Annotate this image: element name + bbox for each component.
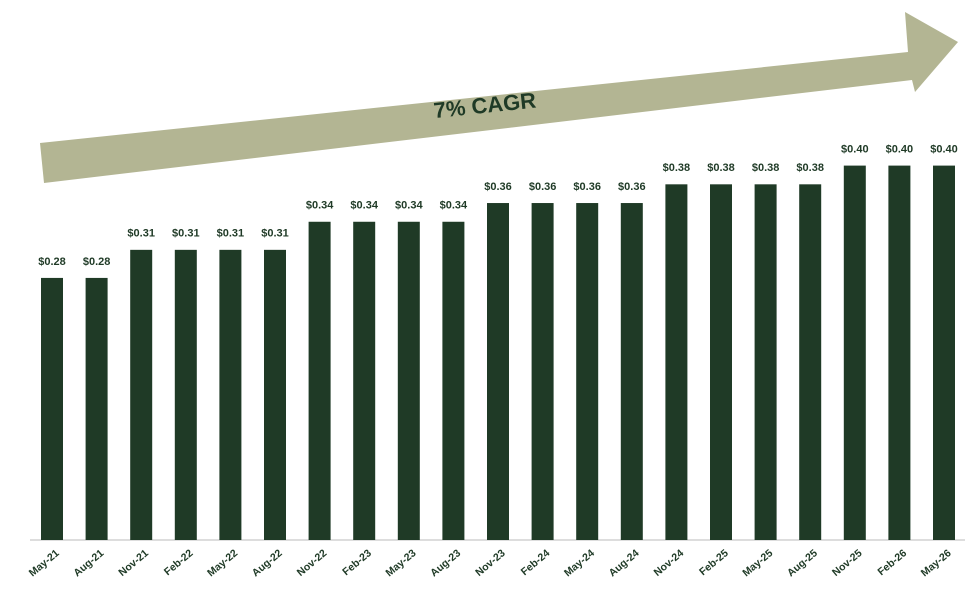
value-label: $0.28 [83, 256, 111, 268]
value-label: $0.34 [350, 200, 378, 212]
bar [353, 221, 376, 540]
cagr-arrow [40, 12, 958, 183]
bar [933, 165, 955, 540]
x-tick-label: Feb-22 [162, 547, 196, 578]
x-tick-label: Aug-22 [250, 547, 285, 579]
x-tick-label: Nov-22 [295, 547, 330, 579]
bar [219, 249, 242, 540]
x-tick-label: Feb-23 [340, 547, 374, 578]
value-label: $0.28 [38, 256, 66, 268]
x-tick-label: May-23 [384, 547, 419, 579]
value-label: $0.31 [127, 228, 155, 240]
x-tick-label: Nov-25 [830, 547, 865, 579]
value-label: $0.38 [752, 162, 780, 174]
value-label: $0.36 [529, 181, 557, 193]
value-label: $0.31 [261, 228, 289, 240]
value-label: $0.40 [886, 144, 914, 156]
bar [308, 221, 331, 540]
x-tick-label: Aug-25 [785, 547, 820, 579]
bar [754, 184, 777, 540]
bar [41, 277, 63, 540]
value-label: $0.34 [395, 200, 423, 212]
value-label: $0.40 [930, 144, 958, 156]
x-tick-label: Feb-26 [875, 547, 909, 578]
x-tick-label: Nov-24 [652, 547, 687, 579]
x-tick-label: Aug-21 [71, 547, 106, 579]
x-tick-label: May-24 [562, 547, 597, 579]
value-label: $0.31 [217, 228, 245, 240]
bar [710, 184, 732, 540]
bar [531, 203, 554, 541]
value-label: $0.38 [796, 162, 824, 174]
bar [888, 165, 911, 540]
x-tick-label: Feb-25 [697, 547, 731, 578]
bar [576, 203, 599, 541]
bar [130, 249, 153, 540]
x-tick-label: May-21 [27, 547, 62, 579]
bar [264, 249, 286, 540]
value-label: $0.36 [484, 181, 512, 193]
value-label: $0.38 [707, 162, 735, 174]
x-tick-label: Nov-23 [473, 547, 508, 579]
value-label: $0.34 [306, 200, 334, 212]
x-tick-label: Feb-24 [519, 547, 553, 578]
bar [442, 221, 465, 540]
x-tick-label: May-26 [919, 547, 954, 579]
value-label: $0.36 [618, 181, 646, 193]
value-label: $0.36 [573, 181, 601, 193]
bar [665, 184, 688, 540]
x-tick-label: May-22 [205, 547, 240, 579]
bar [85, 277, 108, 540]
bar [397, 221, 420, 540]
value-label: $0.40 [841, 144, 869, 156]
bar [799, 184, 822, 540]
x-tick-label: Aug-23 [428, 547, 463, 579]
bar [620, 203, 643, 541]
x-tick-label: May-25 [740, 547, 775, 579]
value-label: $0.34 [440, 200, 468, 212]
x-tick-label: Aug-24 [607, 547, 642, 579]
value-label: $0.38 [663, 162, 691, 174]
bar [487, 203, 509, 541]
bar [843, 165, 866, 540]
x-tick-label: Nov-21 [116, 547, 151, 579]
value-label: $0.31 [172, 228, 200, 240]
bar [174, 249, 197, 540]
